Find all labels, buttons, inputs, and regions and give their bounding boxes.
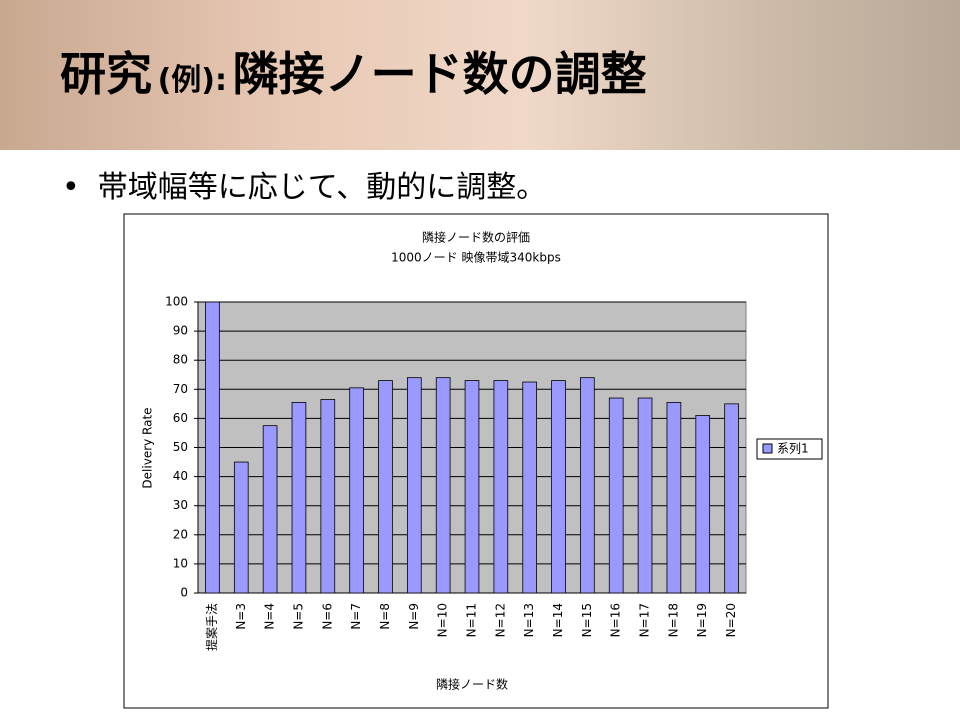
bar	[580, 377, 595, 594]
x-tick-label: N=13	[522, 603, 536, 637]
x-tick-label: N=15	[580, 603, 594, 637]
slide-title: 研究 (例): 隣接ノード数の調整	[60, 38, 647, 104]
banner	[0, 0, 960, 150]
x-tick-label: N=4	[263, 603, 277, 630]
y-tick-label: 80	[173, 353, 188, 367]
bar	[349, 387, 364, 594]
x-tick-label: N=8	[378, 603, 392, 630]
y-tick-label: 50	[173, 440, 188, 454]
x-tick-label: N=18	[666, 603, 680, 637]
bar	[695, 415, 711, 594]
x-tick-label: N=12	[493, 603, 507, 637]
x-tick-label: 提案手法	[204, 603, 219, 651]
y-tick-label: 40	[173, 469, 188, 483]
x-tick-label: N=11	[465, 603, 479, 637]
bar	[320, 399, 336, 594]
bar	[522, 381, 538, 594]
bar	[205, 301, 220, 594]
y-axis-label: Delivery Rate	[141, 407, 155, 488]
legend-swatch	[762, 443, 773, 454]
y-tick-label: 70	[173, 382, 188, 396]
bar	[666, 401, 682, 594]
bar	[435, 377, 451, 594]
title-part: 隣接ノード数の調整	[232, 47, 647, 101]
x-axis-label: 隣接ノード数	[436, 677, 508, 692]
bar	[233, 461, 249, 594]
x-tick-label: N=6	[320, 603, 334, 630]
bar	[406, 377, 422, 594]
bar	[608, 397, 624, 594]
x-tick-label: N=20	[724, 603, 738, 637]
y-tick-label: 90	[173, 324, 188, 338]
x-tick-label: N=14	[551, 603, 565, 637]
bar	[262, 425, 278, 594]
x-tick-label: N=3	[234, 603, 248, 630]
y-tick-label: 100	[165, 295, 188, 309]
x-tick-label: N=5	[291, 603, 305, 630]
bar	[637, 397, 653, 594]
y-tick-label: 30	[173, 498, 188, 512]
bar	[464, 380, 480, 594]
chart-subtitle: 1000ノード 映像帯域340kbps	[391, 251, 561, 265]
bar	[493, 380, 509, 594]
bullet: 帯域幅等に応じて、動的に調整。	[62, 162, 547, 206]
y-tick-label: 0	[180, 586, 188, 600]
y-tick-label: 20	[173, 527, 188, 541]
x-tick-label: N=7	[349, 603, 363, 630]
bar	[291, 401, 307, 594]
bar	[551, 380, 566, 594]
legend-label: 系列1	[777, 442, 809, 456]
chart-title: 隣接ノード数の評価	[422, 230, 530, 245]
x-tick-label: N=9	[407, 603, 421, 630]
bar	[724, 403, 739, 594]
title-part: 研究	[60, 47, 152, 101]
x-tick-label: N=17	[638, 603, 652, 637]
title-part: (例):	[157, 63, 227, 98]
bar	[378, 380, 393, 594]
y-tick-label: 60	[173, 411, 188, 425]
x-tick-label: N=10	[436, 603, 450, 637]
x-tick-label: N=19	[695, 603, 709, 637]
y-tick-label: 10	[173, 556, 188, 570]
x-tick-label: N=16	[609, 603, 623, 637]
legend-box	[756, 438, 823, 460]
